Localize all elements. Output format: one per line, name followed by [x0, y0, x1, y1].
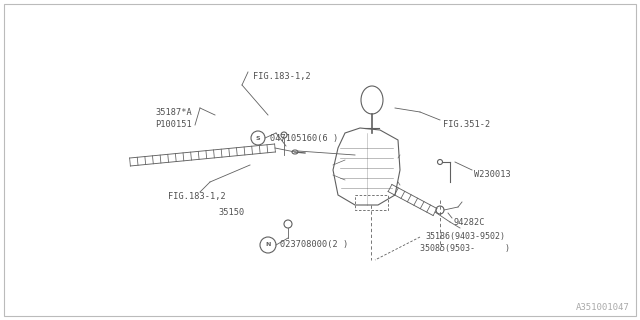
Text: A351001047: A351001047	[576, 303, 630, 312]
Text: 35085(9503-      ): 35085(9503- )	[420, 244, 510, 253]
Text: W230013: W230013	[474, 170, 511, 179]
Text: 35150: 35150	[218, 208, 244, 217]
Text: 94282C: 94282C	[454, 218, 486, 227]
Text: 35186(9403-9502): 35186(9403-9502)	[425, 232, 505, 241]
Text: P100151: P100151	[155, 120, 192, 129]
Text: FIG.351-2: FIG.351-2	[443, 120, 490, 129]
Text: N: N	[266, 243, 271, 247]
Text: FIG.183-1,2: FIG.183-1,2	[168, 192, 226, 201]
Text: S: S	[256, 135, 260, 140]
Text: FIG.183-1,2: FIG.183-1,2	[253, 72, 311, 81]
Text: 023708000(2 ): 023708000(2 )	[280, 241, 348, 250]
Text: 047105160(6 ): 047105160(6 )	[270, 133, 339, 142]
Text: 35187*A: 35187*A	[155, 108, 192, 117]
